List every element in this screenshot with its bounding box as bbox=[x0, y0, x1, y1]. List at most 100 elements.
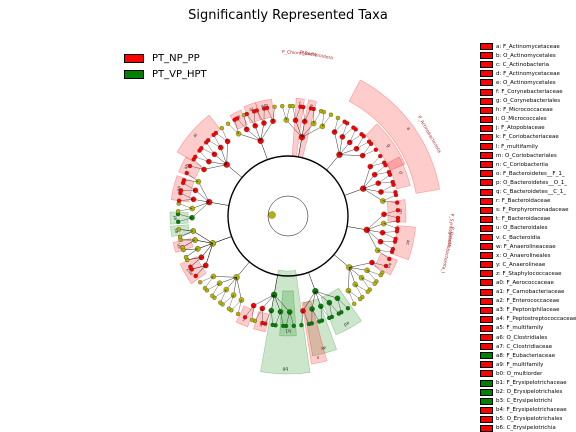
key-row: x: O_Anaerolineales bbox=[480, 251, 576, 260]
clade-shade-18 bbox=[302, 298, 337, 357]
tree-node-174 bbox=[250, 317, 255, 323]
branch-leaf-7-1-2 bbox=[383, 223, 398, 229]
key-label: a4: F_Peptostreptococcaceae bbox=[496, 316, 576, 323]
branch-sub-7-3 bbox=[366, 229, 381, 242]
key-row: f: F_Corynebacteriaceae bbox=[480, 87, 576, 96]
tree-node-78 bbox=[321, 109, 326, 115]
key-label: u: O_Bacteroidales bbox=[496, 225, 548, 232]
tree-node-203 bbox=[180, 245, 185, 250]
key-swatch bbox=[480, 370, 493, 378]
branch-sub-2-3 bbox=[220, 147, 227, 165]
group-legend: PT_NP_PP PT_VP_HPT bbox=[124, 51, 207, 83]
tree-node-171 bbox=[260, 320, 265, 326]
key-row: j: F_Atopobiaceae bbox=[480, 124, 576, 133]
clade-shade-label-3: d bbox=[397, 170, 404, 175]
tree-node-56 bbox=[244, 111, 249, 117]
key-label: m: O_Coriobacteriales bbox=[496, 152, 557, 159]
key-label: l: F_multifamily bbox=[496, 143, 539, 150]
tree-node-110 bbox=[393, 192, 399, 198]
tree-node-31 bbox=[184, 170, 189, 176]
branch-leaf-12-4-0 bbox=[179, 230, 194, 238]
key-row: a1: F_Carnobacteriaceae bbox=[480, 288, 576, 297]
branch-leaf-4-3-2 bbox=[313, 111, 322, 124]
branch-sub-11-0 bbox=[236, 277, 242, 301]
branch-leaf-1-4-2 bbox=[186, 172, 199, 182]
branch-sub-5-4 bbox=[339, 154, 363, 156]
clade-shade-3 bbox=[386, 156, 411, 190]
branch-leaf-11-0-0 bbox=[237, 299, 242, 315]
key-label: q: C_Bacteroidetes__C_1_ bbox=[496, 189, 567, 196]
branch-sub-1-1 bbox=[192, 201, 210, 209]
key-swatch bbox=[480, 79, 493, 87]
branch-leaf-1-2-0 bbox=[179, 199, 194, 201]
tree-node-184 bbox=[218, 300, 223, 305]
branch-leaf-12-1-2 bbox=[187, 257, 202, 261]
branch-leaf-8-1-0 bbox=[367, 270, 381, 276]
branch-main-3 bbox=[260, 140, 268, 160]
branch-leaf-5-1-2 bbox=[342, 127, 354, 137]
branch-leaf-3-0-2 bbox=[234, 119, 239, 134]
key-swatch bbox=[480, 206, 493, 214]
branch-leaf-3-2-2 bbox=[253, 111, 256, 126]
legend-label-vp: PT_VP_HPT bbox=[152, 69, 207, 80]
branch-leaf-6-2-0 bbox=[378, 174, 391, 184]
branch-leaf-11-1-0 bbox=[228, 295, 234, 309]
branch-sub-3-0 bbox=[238, 133, 261, 142]
tree-node-206 bbox=[177, 234, 183, 240]
key-swatch bbox=[480, 415, 493, 423]
branch-leaf-2-2-0 bbox=[201, 148, 215, 155]
branch-main-8 bbox=[333, 254, 350, 268]
branch-sub-4-0 bbox=[286, 119, 303, 138]
key-swatch bbox=[480, 288, 493, 296]
key-label: p: O_Bacteroidetes__O_1_ bbox=[496, 179, 568, 186]
branch-leaf-1-0-2 bbox=[177, 213, 193, 218]
branch-sub-8-0 bbox=[349, 262, 373, 268]
key-label: r: F_Bacteroidaceae bbox=[496, 198, 551, 205]
branch-leaf-7-4-0 bbox=[377, 250, 393, 252]
key-swatch bbox=[480, 88, 493, 96]
key-row: b6: C_Erysipelotrichia bbox=[480, 424, 576, 432]
phylum-label-1: P_Bacteroidota bbox=[299, 50, 333, 62]
branch-leaf-5-2-0 bbox=[349, 129, 356, 143]
key-label: v: C_Bacteroidia bbox=[496, 234, 541, 241]
key-swatch bbox=[480, 215, 493, 223]
key-swatch bbox=[480, 334, 493, 342]
key-swatch bbox=[480, 52, 493, 60]
key-swatch bbox=[480, 224, 493, 232]
clade-shade-label-8: aa bbox=[176, 185, 182, 192]
clade-shade-label-17: ad bbox=[342, 320, 350, 328]
branch-leaf-11-0-2 bbox=[231, 299, 242, 311]
branch-sub-12-4 bbox=[193, 230, 213, 244]
clade-shade-label-7: al bbox=[248, 106, 254, 113]
branch-sub-8-4 bbox=[348, 267, 350, 291]
branch-leaf-9-1-2 bbox=[329, 302, 333, 317]
tree-node-194 bbox=[193, 273, 198, 279]
branch-sub-12-0 bbox=[205, 243, 214, 266]
branch-leaf-2-2-2 bbox=[206, 142, 215, 155]
clade-shade-7 bbox=[243, 102, 261, 124]
branch-leaf-4-1-0 bbox=[292, 106, 296, 121]
clade-shade-label-0: ai bbox=[192, 132, 199, 139]
key-label: g: O_Corynebacteriales bbox=[496, 98, 561, 105]
branch-leaf-8-3-0 bbox=[355, 284, 368, 292]
branch-sub-10-3 bbox=[262, 294, 275, 309]
key-row: a3: F_Peptoniphilaceae bbox=[480, 306, 576, 315]
tree-node-130 bbox=[383, 263, 389, 269]
tree-node-120 bbox=[394, 229, 400, 234]
key-swatch bbox=[480, 152, 493, 160]
clade-shade-label-6: am bbox=[261, 103, 269, 109]
key-label: z: F_Staphylococcaceae bbox=[496, 270, 562, 277]
tree-node-104 bbox=[387, 172, 393, 177]
clade-shade-label-18: ak bbox=[320, 344, 327, 351]
branch-leaf-6-1-0 bbox=[374, 165, 386, 175]
tree-node-82 bbox=[335, 115, 341, 121]
branch-leaf-2-3-0 bbox=[208, 140, 221, 148]
branch-sub-7-1 bbox=[366, 223, 384, 231]
tree-node-133 bbox=[378, 272, 383, 278]
branch-leaf-8-4-0 bbox=[348, 290, 361, 300]
branch-sub-9-0 bbox=[315, 290, 338, 299]
tree-node-187 bbox=[210, 293, 215, 298]
branch-leaf-10-0-0 bbox=[289, 311, 294, 326]
branch-leaf-1-3-2 bbox=[183, 182, 196, 191]
tree-node-107 bbox=[391, 182, 396, 187]
